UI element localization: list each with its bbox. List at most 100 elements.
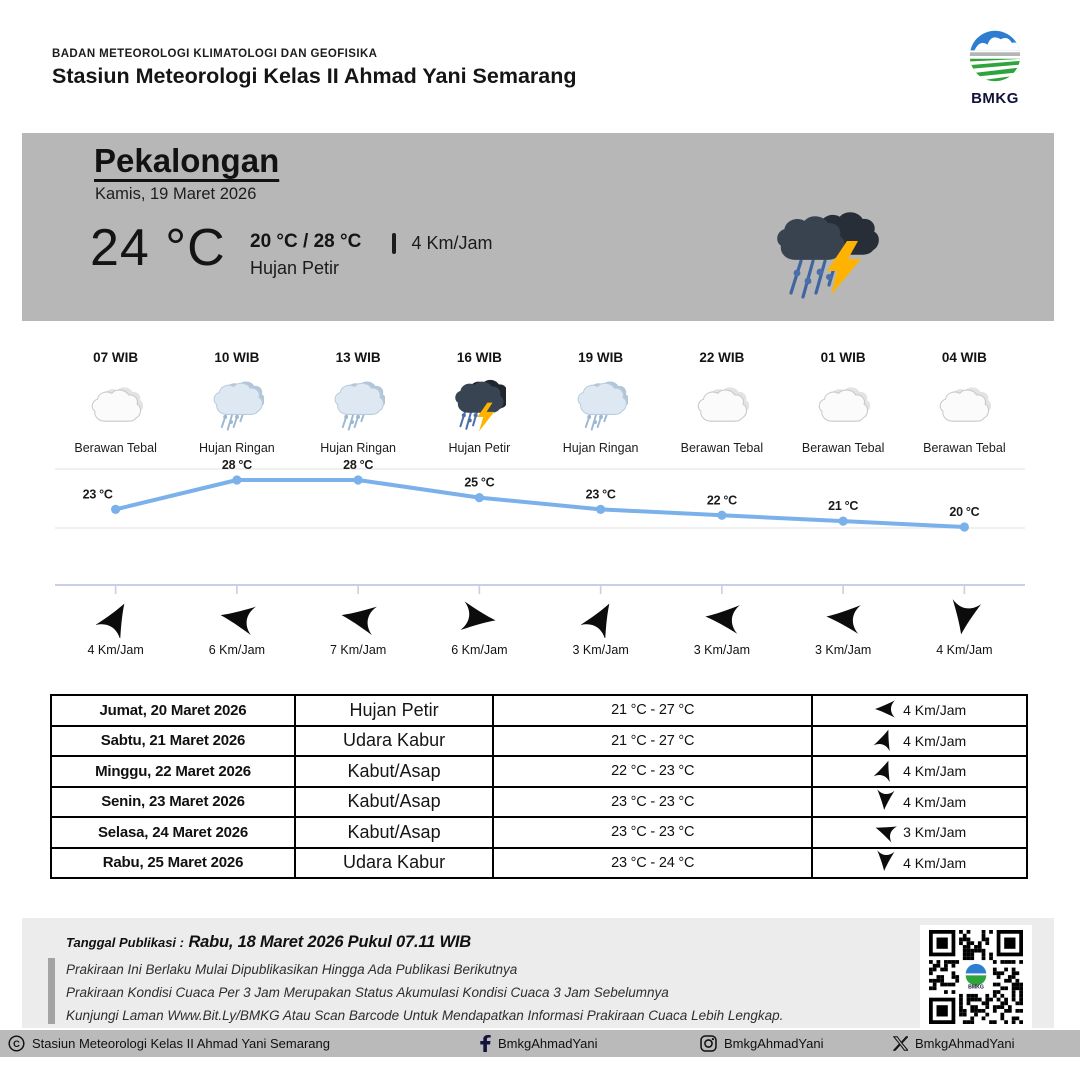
forecast-date: Sabtu, 21 Maret 2026 xyxy=(50,724,296,757)
wind-direction-arrow xyxy=(873,788,897,815)
wind-direction-arrow xyxy=(873,849,897,876)
svg-text:25 °C: 25 °C xyxy=(464,476,494,490)
forecast-wind: 4 Km/Jam xyxy=(811,846,1028,879)
hourly-forecast-strip: 07 WIB Berawan Tebal 10 WIB Hujan Ringan… xyxy=(55,350,1025,455)
forecast-wind: 4 Km/Jam xyxy=(811,724,1028,757)
daily-forecast-table: Jumat, 20 Maret 2026 Hujan Petir 21 °C -… xyxy=(50,694,1028,879)
wind-column: 3 Km/Jam xyxy=(783,598,904,657)
forecast-condition: Hujan Petir xyxy=(293,694,495,727)
qr-card: BMKG xyxy=(920,925,1032,1028)
wind-direction-arrow xyxy=(783,598,904,643)
hour-time-label: 04 WIB xyxy=(941,350,987,365)
forecast-condition: Kabut/Asap xyxy=(293,755,495,788)
forecast-temp-range: 22 °C - 23 °C xyxy=(492,755,814,788)
hour-condition-label: Hujan Ringan xyxy=(199,441,275,455)
forecast-date: Minggu, 22 Maret 2026 xyxy=(50,755,296,788)
svg-text:BMKG: BMKG xyxy=(968,984,984,990)
copyright-icon: C xyxy=(8,1035,25,1052)
temperature-chart: 23 °C 28 °C 28 °C 25 °C 23 °C 22 °C 21 °C 20 °C xyxy=(55,455,1025,600)
hujan-ringan-icon xyxy=(176,377,297,435)
footer-note-line: Prakiraan Ini Berlaku Mulai Dipublikasik… xyxy=(66,962,518,977)
wind-column: 6 Km/Jam xyxy=(419,598,540,657)
hour-time-label: 19 WIB xyxy=(578,350,624,365)
svg-text:C: C xyxy=(13,1039,20,1049)
publication-value: Rabu, 18 Maret 2026 Pukul 07.11 WIB xyxy=(188,933,471,951)
hujan-petir-icon xyxy=(770,209,882,301)
footer-panel: Tanggal Publikasi : Rabu, 18 Maret 2026 … xyxy=(22,918,1054,1028)
qr-code: BMKG xyxy=(929,929,1023,1024)
forecast-wind: 4 Km/Jam xyxy=(811,755,1028,788)
bmkg-logo: BMKG xyxy=(955,28,1035,107)
wind-direction-icon xyxy=(392,233,396,254)
berawan-tebal-icon xyxy=(661,377,782,435)
wind-speed-label: 3 Km/Jam xyxy=(814,643,872,657)
minmax-temperature: 20 °C / 28 °C xyxy=(250,231,362,252)
wind-direction-arrow xyxy=(419,598,540,643)
svg-text:22 °C: 22 °C xyxy=(707,493,737,507)
wind-speed-label: 4 Km/Jam xyxy=(87,643,144,657)
forecast-wind: 3 Km/Jam xyxy=(811,816,1028,849)
footer-note-line: Kunjungi Laman Www.Bit.Ly/BMKG Atau Scan… xyxy=(66,1008,784,1024)
header: BADAN METEOROLOGI KLIMATOLOGI DAN GEOFIS… xyxy=(52,48,577,89)
hour-condition-label: Hujan Ringan xyxy=(562,441,639,455)
hourly-column: 22 WIB Berawan Tebal xyxy=(661,350,782,455)
daily-forecast-row: Minggu, 22 Maret 2026 Kabut/Asap 22 °C -… xyxy=(50,755,1028,788)
daily-forecast-row: Jumat, 20 Maret 2026 Hujan Petir 21 °C -… xyxy=(50,694,1028,727)
hour-condition-label: Berawan Tebal xyxy=(74,441,157,455)
current-weather-banner: Pekalongan Kamis, 19 Maret 2026 24 °C 20… xyxy=(22,133,1054,321)
wind-speed-label: 7 Km/Jam xyxy=(329,643,387,657)
banner-date: Kamis, 19 Maret 2026 xyxy=(95,185,257,203)
wind-forecast-strip: 4 Km/Jam 6 Km/Jam 7 Km/Jam 6 Km/Jam 3 Km… xyxy=(55,598,1025,657)
berawan-tebal-icon xyxy=(783,377,904,435)
wind-column: 4 Km/Jam xyxy=(904,598,1025,657)
forecast-temp-range: 23 °C - 23 °C xyxy=(492,785,814,818)
svg-text:23 °C: 23 °C xyxy=(586,487,616,501)
wind-direction-arrow xyxy=(176,598,297,643)
wind-speed-label: 4 Km/Jam xyxy=(903,793,967,810)
daily-forecast-row: Senin, 23 Maret 2026 Kabut/Asap 23 °C - … xyxy=(50,785,1028,818)
current-condition: Hujan Petir xyxy=(250,258,340,278)
wind-direction-arrow xyxy=(873,819,898,846)
svg-text:28 °C: 28 °C xyxy=(222,458,252,472)
wind-direction-arrow xyxy=(55,598,176,643)
wind-speed-label: 4 Km/Jam xyxy=(903,732,967,749)
hourly-column: 16 WIB Hujan Petir xyxy=(419,350,540,455)
forecast-temp-range: 21 °C - 27 °C xyxy=(492,724,814,757)
hour-time-label: 07 WIB xyxy=(93,350,139,365)
daily-forecast-row: Selasa, 24 Maret 2026 Kabut/Asap 23 °C -… xyxy=(50,816,1028,849)
wind-direction-arrow xyxy=(904,598,1025,643)
wind-speed-label: 6 Km/Jam xyxy=(208,643,265,657)
bmkg-logo-icon xyxy=(969,30,1021,82)
forecast-wind: 4 Km/Jam xyxy=(811,694,1028,727)
hour-time-label: 22 WIB xyxy=(699,350,745,365)
bmkg-logo-text: BMKG xyxy=(971,90,1019,107)
berawan-tebal-icon xyxy=(904,377,1025,435)
wind-speed-label: 4 Km/Jam xyxy=(936,643,993,657)
wind-speed-label: 4 Km/Jam xyxy=(903,854,967,871)
daily-forecast-row: Sabtu, 21 Maret 2026 Udara Kabur 21 °C -… xyxy=(50,724,1028,757)
wind-speed-label: 3 Km/Jam xyxy=(572,643,629,657)
wind-direction-arrow xyxy=(873,727,897,754)
publication-label: Tanggal Publikasi : xyxy=(66,935,184,950)
berawan-tebal-icon xyxy=(55,377,176,435)
hourly-column: 07 WIB Berawan Tebal xyxy=(55,350,176,455)
wind-direction-arrow xyxy=(540,598,661,643)
hour-condition-label: Berawan Tebal xyxy=(801,441,885,455)
hourly-column: 04 WIB Berawan Tebal xyxy=(904,350,1025,455)
hour-time-label: 10 WIB xyxy=(214,350,260,365)
instagram-handle: BmkgAhmadYani xyxy=(724,1036,824,1051)
wind-speed-label: 4 Km/Jam xyxy=(903,702,967,719)
wind-speed-label: 6 Km/Jam xyxy=(451,643,508,657)
svg-text:20 °C: 20 °C xyxy=(949,505,979,519)
hourly-column: 01 WIB Berawan Tebal xyxy=(783,350,904,455)
footer-note-line: Prakiraan Kondisi Cuaca Per 3 Jam Merupa… xyxy=(66,985,669,1001)
svg-text:21 °C: 21 °C xyxy=(828,499,858,513)
forecast-condition: Kabut/Asap xyxy=(293,785,495,818)
note-accent-bar xyxy=(48,958,55,1024)
current-wind-speed: 4 Km/Jam xyxy=(411,233,493,253)
wind-direction-arrow xyxy=(661,598,782,643)
hourly-column: 19 WIB Hujan Ringan xyxy=(540,350,661,455)
wind-direction-arrow xyxy=(873,758,897,785)
x-icon xyxy=(893,1036,908,1051)
